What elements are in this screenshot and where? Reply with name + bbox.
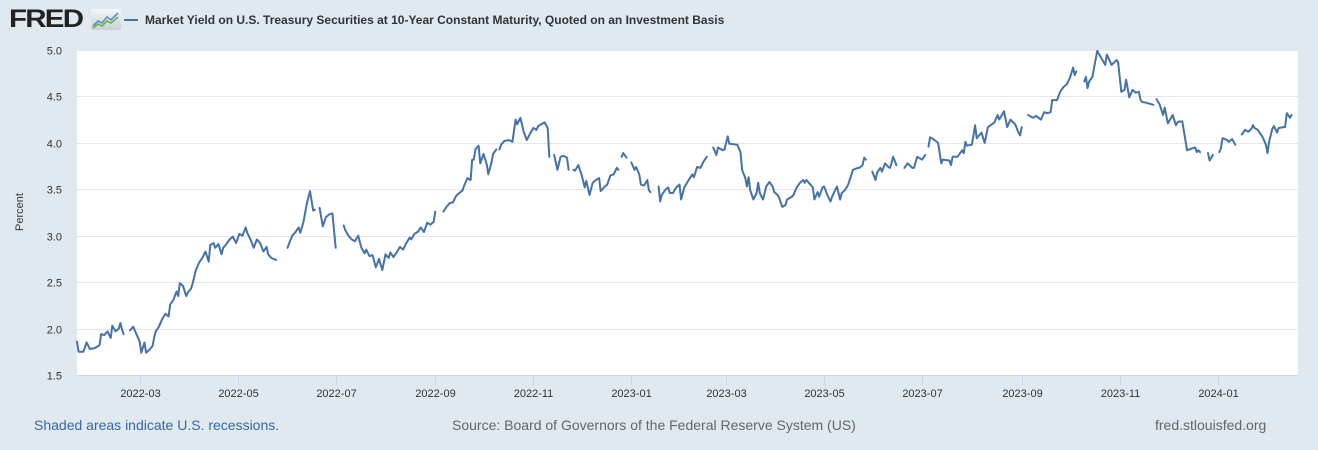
y-tick-label: 4.5 — [47, 92, 62, 104]
x-tick-label: 2023-03 — [706, 388, 746, 400]
y-tick-label: 3.5 — [47, 185, 62, 197]
recession-note[interactable]: Shaded areas indicate U.S. recessions. — [34, 417, 280, 433]
x-tick-label: 2022-07 — [316, 388, 356, 400]
series-segment — [1083, 49, 1155, 106]
y-axis-ticks: 1.5 2.0 2.5 3.0 3.5 4.0 4.5 5.0 — [47, 46, 62, 383]
series-segment — [712, 135, 867, 208]
x-tick-label: 2023-05 — [804, 388, 844, 400]
series-segment — [1155, 98, 1201, 154]
series-segment — [1218, 137, 1237, 154]
y-tick-label: 2.0 — [47, 325, 62, 337]
series-segment — [927, 110, 1023, 167]
series-segment — [630, 161, 652, 194]
legend-swatch — [124, 19, 138, 21]
series-segment — [129, 226, 278, 354]
y-axis-label: Percent — [14, 193, 26, 231]
series-segment — [903, 153, 927, 169]
series-segment — [76, 322, 125, 353]
grid-lines — [77, 50, 1298, 330]
series-segment — [553, 153, 570, 171]
x-tick-label: 2023-11 — [1101, 388, 1141, 400]
site-link[interactable]: fred.stlouisfed.org — [1155, 417, 1267, 433]
series-segment — [871, 155, 898, 181]
chart-legend: Market Yield on U.S. Treasury Securities… — [124, 12, 724, 28]
source-note: Source: Board of Governors of the Federa… — [452, 417, 856, 433]
x-axis: 2022-03 2022-05 2022-07 2022-09 2022-11 2023-… — [77, 375, 1298, 400]
x-tick-label: 2022-05 — [218, 388, 258, 400]
line-graph-icon — [91, 9, 121, 30]
series-line — [76, 49, 1293, 354]
chart-title: Market Yield on U.S. Treasury Securities… — [145, 13, 725, 27]
y-tick-label: 5.0 — [47, 46, 62, 58]
series-segment — [286, 190, 316, 249]
x-tick-label: 2024-01 — [1198, 388, 1238, 400]
y-tick-label: 1.5 — [47, 371, 62, 383]
x-tick-label: 2023-01 — [611, 388, 651, 400]
fred-logo[interactable]: FRED — [9, 6, 121, 32]
series-segment — [342, 210, 437, 272]
y-tick-label: 2.5 — [47, 278, 62, 290]
plot-area — [77, 50, 1298, 375]
x-tick-label: 2022-11 — [514, 388, 554, 400]
y-tick-label: 4.0 — [47, 139, 62, 151]
series-segment — [318, 206, 337, 249]
x-tick-label: 2023-09 — [1002, 388, 1042, 400]
series-segment — [442, 144, 498, 213]
x-tick-label: 2022-09 — [415, 388, 455, 400]
series-segment — [1240, 112, 1293, 155]
series-segment — [572, 164, 620, 196]
series-segment — [1207, 152, 1214, 162]
series-segment — [620, 152, 628, 159]
series-segment — [1027, 66, 1078, 121]
series-segment — [657, 155, 708, 203]
series-segment — [498, 116, 551, 158]
fred-logo-text: FRED — [9, 5, 84, 33]
y-tick-label: 3.0 — [47, 232, 62, 244]
x-tick-label: 2023-07 — [902, 388, 942, 400]
chart-header: FRED Market Yield on U.S. Treasury Secur… — [0, 0, 1318, 40]
x-tick-label: 2022-03 — [120, 388, 160, 400]
